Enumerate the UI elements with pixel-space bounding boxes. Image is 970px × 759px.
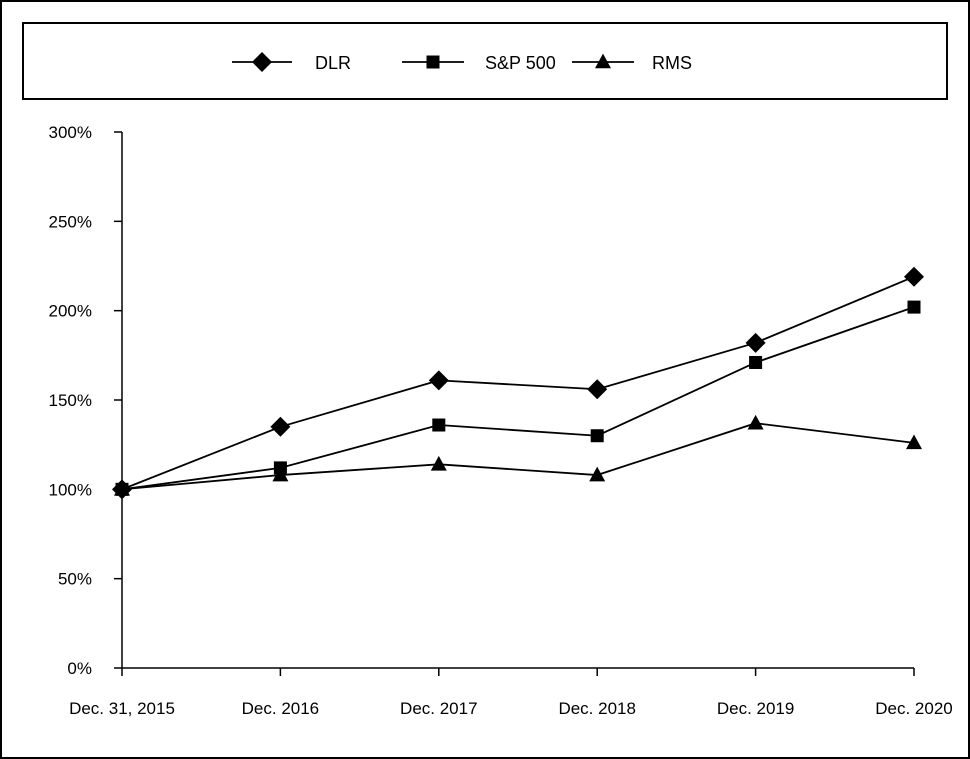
data-point-rms bbox=[272, 466, 289, 482]
legend: DLR S&P 500 RMS bbox=[232, 52, 692, 73]
x-tick-label: Dec. 2019 bbox=[717, 699, 795, 718]
data-point-s-p-500 bbox=[907, 300, 921, 314]
legend-marker-s-p-500 bbox=[426, 55, 440, 69]
data-point-dlr bbox=[270, 416, 291, 437]
data-point-rms bbox=[114, 480, 130, 496]
y-tick-label: 300% bbox=[49, 123, 92, 142]
y-tick-label: 150% bbox=[49, 391, 92, 410]
y-tick-label: 200% bbox=[49, 302, 92, 321]
data-point-dlr bbox=[745, 332, 766, 353]
legend-label-dlr: DLR bbox=[315, 53, 351, 73]
data-point-s-p-500 bbox=[749, 355, 763, 369]
data-point-s-p-500 bbox=[590, 429, 604, 443]
series-lines bbox=[121, 275, 915, 491]
axes: 0% 50% 100% 150% 200% 250% 300% Dec. 31, 2015 De… bbox=[49, 123, 953, 718]
x-tick-label: Dec. 2018 bbox=[558, 699, 636, 718]
legend-marker-dlr bbox=[252, 52, 272, 72]
data-point-rms bbox=[906, 434, 922, 450]
legend-label-s-p-500: S&P 500 bbox=[485, 53, 556, 73]
markers bbox=[112, 266, 924, 500]
y-tick-label: 0% bbox=[67, 659, 92, 678]
x-tick-label: Dec. 2016 bbox=[242, 699, 320, 718]
y-tick-label: 100% bbox=[49, 480, 92, 499]
x-tick-label: Dec. 2020 bbox=[875, 699, 953, 718]
data-point-s-p-500 bbox=[432, 418, 446, 432]
x-tick-label: Dec. 2017 bbox=[400, 699, 478, 718]
data-point-dlr bbox=[428, 370, 449, 391]
legend-label-rms: RMS bbox=[652, 53, 692, 73]
data-point-dlr bbox=[587, 379, 608, 400]
series-line-dlr bbox=[121, 275, 915, 491]
legend-box bbox=[22, 22, 948, 100]
series-line-s-p-500 bbox=[121, 306, 915, 491]
y-tick-label: 250% bbox=[49, 212, 92, 231]
data-point-rms bbox=[430, 455, 447, 471]
y-tick-label: 50% bbox=[58, 570, 92, 589]
data-point-rms bbox=[589, 466, 606, 482]
x-tick-label: Dec. 31, 2015 bbox=[69, 699, 175, 718]
legend-marker-rms bbox=[595, 53, 611, 69]
series-line-rms bbox=[121, 422, 915, 491]
data-point-rms bbox=[747, 414, 764, 430]
data-point-dlr bbox=[904, 266, 924, 287]
